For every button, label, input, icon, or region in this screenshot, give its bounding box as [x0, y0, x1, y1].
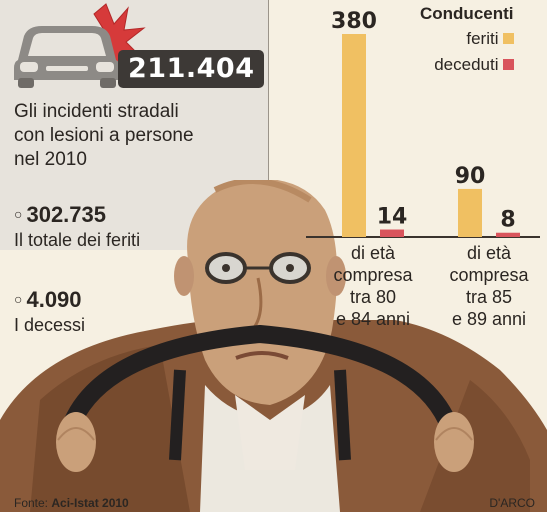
headline-line: Gli incidenti stradali: [14, 101, 179, 122]
elderly-driver-illustration: [0, 180, 547, 512]
stat-label: Il totale dei feriti: [14, 230, 141, 250]
legend-item-deaths: deceduti: [420, 52, 514, 78]
stat-value: 302.735: [26, 202, 106, 227]
bar-feriti-0: [342, 34, 366, 237]
chart-legend: Conducenti feriti deceduti: [420, 4, 514, 78]
stat-label: I decessi: [14, 315, 86, 335]
bar-deceduti-0: [380, 229, 404, 237]
bar-feriti-1: [458, 188, 482, 237]
data-label-deceduti-0: 14: [377, 205, 408, 230]
data-label-feriti-0: 380: [331, 9, 377, 34]
data-label-feriti-1: 90: [455, 164, 486, 189]
headline-text: Gli incidenti stradali con lesioni a per…: [14, 100, 194, 172]
illustrator-credit: D'ARCO: [489, 496, 535, 510]
stat-injured: ○ 302.735 Il totale dei feriti: [14, 200, 140, 251]
headline-number: 211.404: [118, 50, 265, 88]
legend-title: Conducenti: [420, 4, 514, 23]
bullet-icon: ○: [14, 291, 23, 307]
category-label-1-0: di età: [467, 243, 512, 263]
headline-line: con lesioni a persone: [14, 125, 194, 146]
stat-deaths: ○ 4.090 I decessi: [14, 285, 85, 336]
car-icon: [6, 2, 146, 90]
legend-swatch: [502, 59, 514, 70]
category-label-1-1: compresa: [449, 265, 529, 285]
stat-value: 4.090: [26, 287, 82, 312]
source-name: Aci-Istat 2010: [51, 496, 129, 510]
source-prefix: Fonte:: [14, 496, 52, 510]
legend-swatch: [502, 33, 514, 44]
category-label-1-3: e 89 anni: [452, 309, 526, 329]
bar-deceduti-1: [496, 232, 520, 237]
category-label-0-3: e 84 anni: [336, 309, 410, 329]
category-label-0-2: tra 80: [350, 287, 396, 307]
legend-label: deceduti: [434, 55, 499, 74]
headline-line: nel 2010: [14, 149, 87, 170]
legend-label: feriti: [466, 29, 499, 48]
category-label-0-1: compresa: [333, 265, 413, 285]
legend-item-injured: feriti: [420, 26, 514, 52]
category-label-1-2: tra 85: [466, 287, 512, 307]
category-label-0-0: di età: [351, 243, 396, 263]
source-note: Fonte: Aci-Istat 2010: [14, 496, 129, 510]
panel-divider: [268, 0, 269, 238]
data-label-deceduti-1: 8: [500, 208, 515, 233]
bullet-icon: ○: [14, 206, 23, 222]
